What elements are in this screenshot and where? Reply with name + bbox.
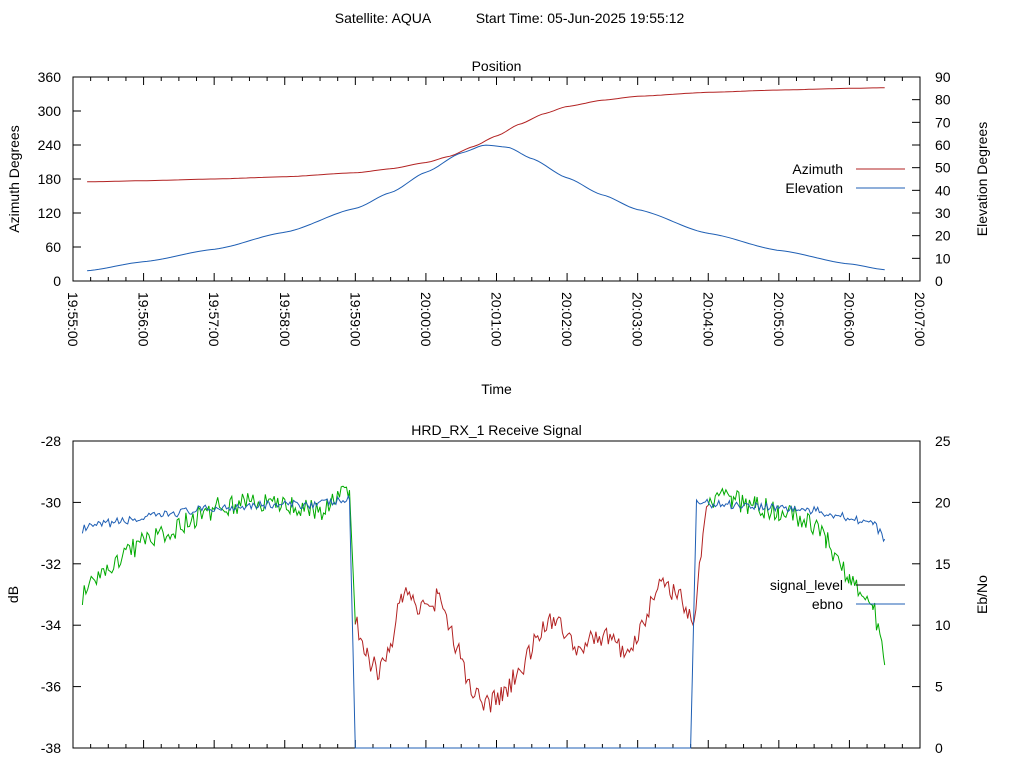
receive-signal-chart: HRD_RX_1 Receive Signal -38 -36 -34 -32 -30 -2… xyxy=(5,422,990,756)
x-tick-label: 19:55:00 xyxy=(65,292,81,347)
legend-label: Azimuth xyxy=(792,161,843,177)
y2-tick-label: 0 xyxy=(935,740,943,756)
x-tick-label: 20:03:00 xyxy=(630,292,646,347)
y2-tick-label: 40 xyxy=(935,182,951,198)
y-tick-label: 360 xyxy=(38,69,62,85)
y2-tick-label: 50 xyxy=(935,160,951,176)
y2-tick-label: 25 xyxy=(935,433,951,449)
x-tick-label: 20:05:00 xyxy=(771,292,787,347)
x-tick-label: 20:02:00 xyxy=(559,292,575,347)
y-tick-label: 240 xyxy=(38,137,62,153)
y-tick-label: -32 xyxy=(41,556,61,572)
y2-tick-label: 60 xyxy=(935,137,951,153)
position-chart: Position 0 60 120 180 240 300 360 0 10 20 30 40 50 60 7… xyxy=(6,58,990,397)
start-time-label: Start Time: 05-Jun-2025 19:55:12 xyxy=(476,10,685,26)
legend-label: signal_level xyxy=(770,577,843,593)
x-tick-label: 20:01:00 xyxy=(489,292,505,347)
series-line-signal_level-0 xyxy=(81,485,356,625)
y-tick-label: 300 xyxy=(38,103,62,119)
x-tick-label: 20:04:00 xyxy=(700,292,716,347)
y-tick-label: -28 xyxy=(41,433,61,449)
x-tick-label: 19:56:00 xyxy=(136,292,152,347)
y2-tick-label: 0 xyxy=(935,273,943,289)
series-line-ebno xyxy=(81,494,886,749)
y2-tick-label: 30 xyxy=(935,205,951,221)
x-tick-label: 20:06:00 xyxy=(841,292,857,347)
y2-tick-label: 5 xyxy=(935,679,943,695)
chart-title: Position xyxy=(472,58,522,74)
satellite-label: Satellite: AQUA xyxy=(335,10,432,26)
y2-axis-label: Eb/No xyxy=(974,575,990,614)
y-tick-label: 0 xyxy=(53,273,61,289)
y2-tick-label: 10 xyxy=(935,617,951,633)
y2-tick-label: 20 xyxy=(935,494,951,510)
series-line-elevation xyxy=(87,144,885,272)
y2-tick-label: 90 xyxy=(935,69,951,85)
y-tick-label: -34 xyxy=(41,617,61,633)
y-tick-label: 120 xyxy=(38,205,62,221)
y-tick-label: -30 xyxy=(41,494,61,510)
y-tick-label: -38 xyxy=(41,740,61,756)
x-axis-label: Time xyxy=(481,381,512,397)
x-tick-label: 19:59:00 xyxy=(347,292,363,347)
y-axis-label: dB xyxy=(5,586,21,603)
y2-tick-label: 10 xyxy=(935,250,951,266)
chart-title: HRD_RX_1 Receive Signal xyxy=(411,422,581,438)
y-axis-label: Azimuth Degrees xyxy=(6,125,22,232)
y-tick-label: 60 xyxy=(45,239,61,255)
y2-tick-label: 80 xyxy=(935,92,951,108)
y-tick-label: 180 xyxy=(38,171,62,187)
x-tick-label: 19:58:00 xyxy=(277,292,293,347)
legend-label: ebno xyxy=(812,596,843,612)
series-line-signal_level-1 xyxy=(354,504,709,713)
y2-axis-label: Elevation Degrees xyxy=(974,122,990,236)
y2-tick-label: 15 xyxy=(935,556,951,572)
x-tick-label: 20:00:00 xyxy=(418,292,434,347)
series-line-signal_level-2 xyxy=(707,487,886,666)
series-line-azimuth xyxy=(87,87,885,183)
x-tick-label: 19:57:00 xyxy=(206,292,222,347)
y-tick-label: -36 xyxy=(41,679,61,695)
y2-tick-label: 20 xyxy=(935,228,951,244)
y2-tick-label: 70 xyxy=(935,114,951,130)
x-tick-label: 20:07:00 xyxy=(912,292,928,347)
legend-label: Elevation xyxy=(785,180,843,196)
